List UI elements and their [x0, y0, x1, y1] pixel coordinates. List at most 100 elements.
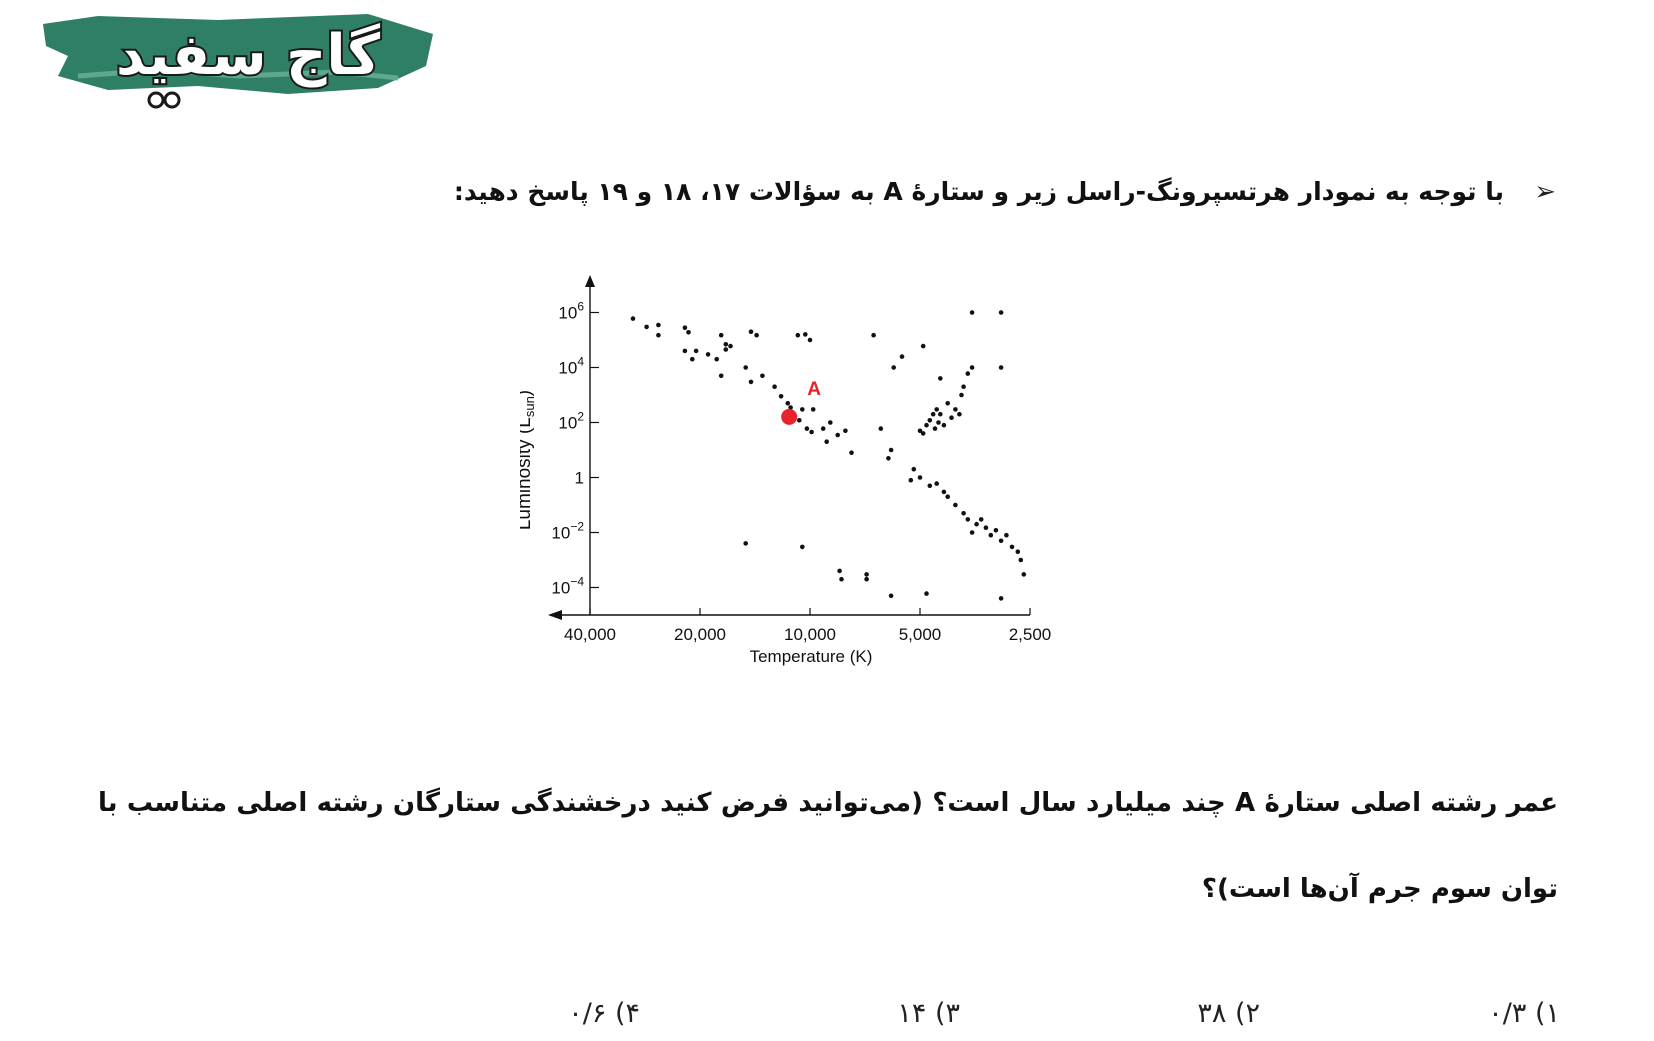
star-point	[941, 489, 947, 495]
star-point	[938, 411, 943, 417]
option-4-value: ۰/۶	[568, 998, 607, 1029]
y-tick-label: 10−4	[551, 575, 584, 598]
question-text: عمر رشته اصلی ستارۀ A چند میلیارد سال اس…	[98, 788, 1558, 904]
star-point	[1004, 532, 1009, 538]
star-point	[788, 405, 793, 410]
star-point	[998, 365, 1004, 370]
star-point	[728, 343, 733, 349]
y-tick-label: 102	[558, 410, 584, 433]
star-point	[630, 316, 636, 321]
x-tick-label: 40,000	[564, 625, 616, 644]
star-point	[927, 418, 933, 423]
answer-options: ۱) ۰/۳ ۲) ۳۸ ۳) ۱۴ ۴) ۰/۶	[440, 998, 1560, 1038]
star-point	[644, 324, 649, 330]
star-point	[974, 521, 979, 527]
star-point	[998, 538, 1004, 544]
star-point	[888, 593, 894, 599]
star-point	[949, 415, 954, 420]
star-point	[998, 310, 1004, 315]
star-point	[957, 411, 962, 417]
logo-text: گاج سفید	[116, 23, 380, 88]
y-axis-label-sub: sun	[522, 396, 537, 417]
star-point	[785, 401, 791, 406]
star-point	[797, 418, 802, 423]
star-point	[803, 332, 808, 337]
star-point	[754, 332, 759, 338]
star-point	[839, 576, 844, 582]
star-point	[760, 373, 765, 379]
star-point	[810, 407, 816, 412]
star-point	[924, 591, 929, 596]
y-tick-label: 10−2	[551, 520, 584, 543]
star-point	[809, 429, 814, 435]
star-point	[693, 348, 699, 354]
x-tick-label: 10,000	[784, 625, 836, 644]
star-point	[871, 332, 876, 338]
star-point	[927, 483, 933, 489]
star-point	[705, 352, 711, 357]
star-point	[888, 447, 894, 453]
y-axis-label-close: )	[520, 390, 535, 396]
star-point	[878, 426, 884, 431]
star-point	[748, 379, 754, 385]
chart-axes: 40,000 20,000 10,000 5,000 2,500 106 104 102 1 10…	[548, 275, 1051, 644]
star-point	[800, 407, 805, 412]
star-point	[723, 342, 729, 347]
option-1[interactable]: ۱) ۰/۳	[1488, 998, 1560, 1029]
gaj-sefid-logo: گاج سفید	[43, 14, 433, 109]
option-2-label: ۲)	[1234, 998, 1260, 1029]
star-point	[988, 532, 994, 538]
star-point	[969, 310, 975, 315]
x-tick-label: 20,000	[674, 625, 726, 644]
option-3[interactable]: ۳) ۱۴	[897, 998, 960, 1029]
star-point	[959, 392, 964, 398]
star-point	[824, 439, 829, 444]
star-point	[941, 422, 947, 428]
y-tick-label: 104	[558, 355, 584, 378]
option-3-label: ۳)	[934, 998, 960, 1029]
star-point	[969, 365, 975, 370]
star-point	[1018, 557, 1024, 563]
star-point	[743, 541, 748, 546]
star-point	[682, 348, 688, 354]
star-point	[983, 525, 989, 530]
star-point	[899, 354, 905, 359]
star-point	[891, 365, 896, 370]
star-point	[778, 394, 784, 399]
intro-text: با توجه به نمودار هرتسپرونگ-راسل زیر و س…	[453, 177, 1504, 206]
star-point	[723, 347, 729, 352]
y-axis-arrow-icon	[585, 275, 595, 287]
star-point	[917, 475, 923, 480]
option-4-label: ۴)	[614, 998, 640, 1029]
star-point	[718, 373, 724, 379]
star-point	[772, 384, 777, 389]
y-axis-label: Luminosity (Lsun)	[520, 390, 537, 530]
star-point	[924, 422, 929, 428]
star-point	[656, 332, 661, 338]
option-2[interactable]: ۲) ۳۸	[1197, 998, 1260, 1029]
star-point	[998, 596, 1004, 601]
y-tick-label: 1	[575, 469, 584, 488]
star-a-point	[781, 408, 798, 425]
star-point	[718, 332, 724, 338]
star-point	[1009, 544, 1015, 550]
star-point	[936, 420, 941, 425]
star-point	[656, 322, 661, 328]
star-point	[690, 356, 695, 362]
x-tick-label: 2,500	[1009, 625, 1052, 644]
star-point	[920, 431, 926, 436]
star-point	[953, 407, 958, 412]
star-point	[945, 401, 950, 406]
star-point	[843, 428, 848, 434]
star-point	[978, 517, 984, 522]
chart-highlight: A	[781, 379, 821, 425]
star-point	[849, 450, 854, 455]
star-point	[1015, 549, 1021, 554]
option-4[interactable]: ۴) ۰/۶	[568, 998, 640, 1029]
star-point	[743, 365, 748, 370]
star-point	[953, 502, 958, 508]
star-point	[886, 456, 891, 461]
star-point	[748, 329, 754, 334]
star-point	[864, 572, 869, 577]
star-point	[686, 330, 691, 335]
